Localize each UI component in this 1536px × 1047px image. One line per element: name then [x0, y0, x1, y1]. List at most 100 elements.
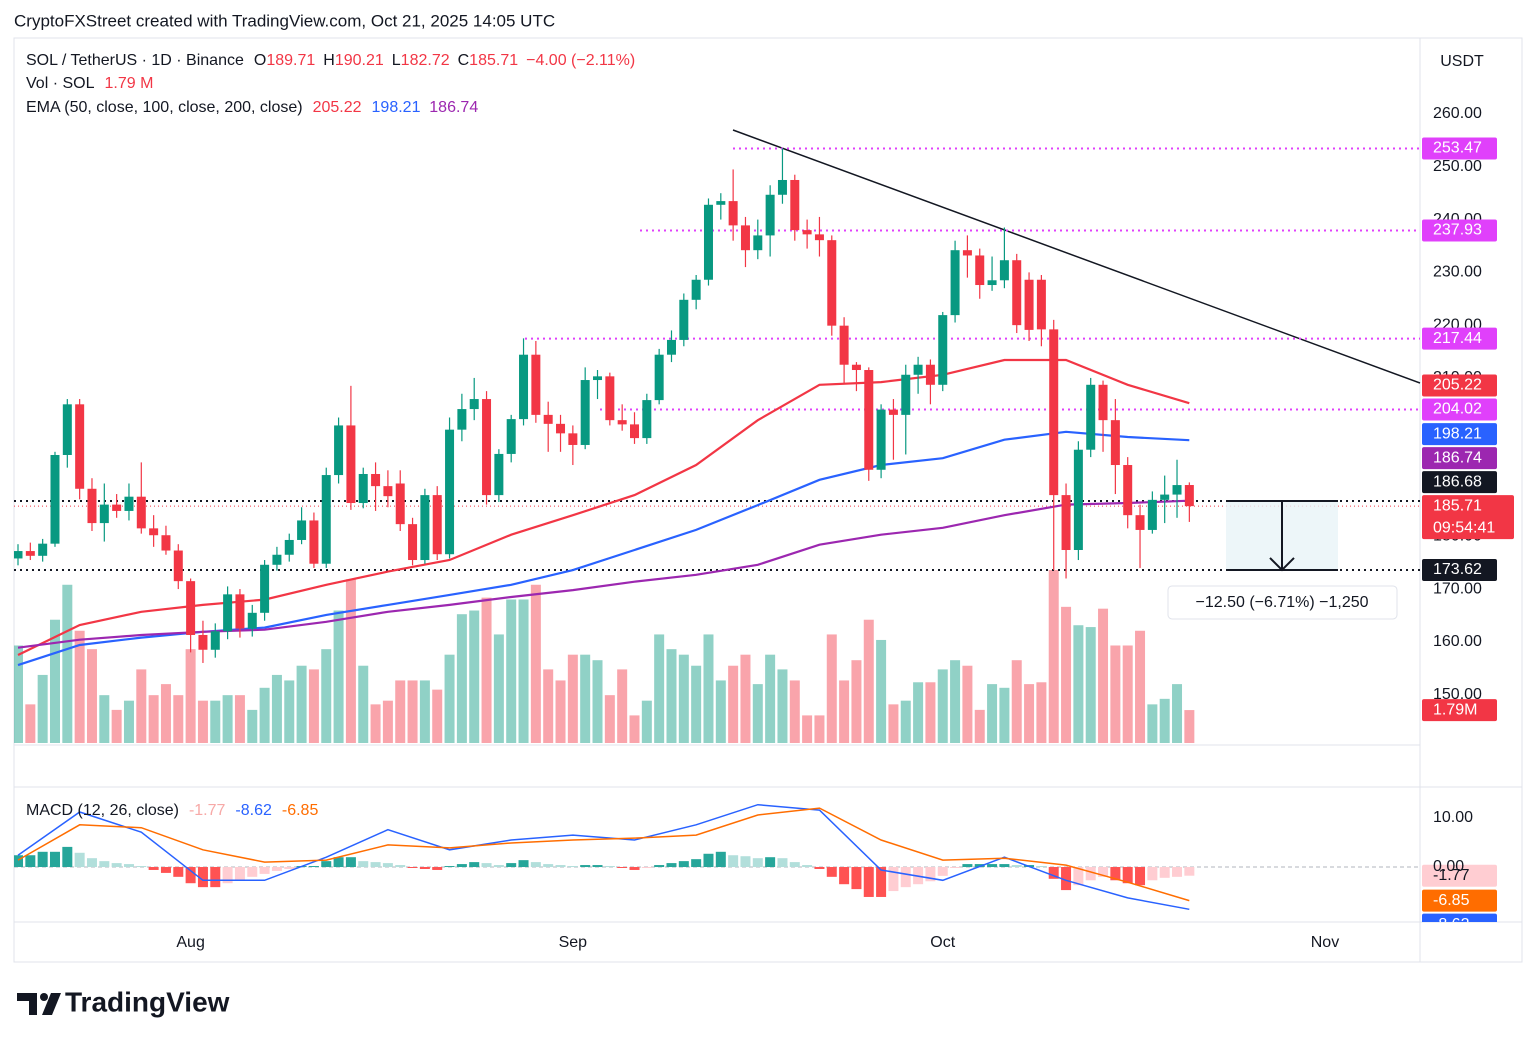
macd-histogram-bar [1122, 867, 1133, 884]
x-tick-label: Aug [176, 934, 204, 951]
macd-histogram-bar [493, 865, 504, 868]
candle-body [124, 496, 134, 511]
legend-line: Vol · SOL 1.79 M [26, 75, 153, 92]
ohlc-value: 189.71 [266, 52, 315, 69]
volume-bar [284, 680, 295, 743]
trend-line [732, 129, 1421, 384]
y-tick-label: 250.00 [1433, 158, 1482, 175]
macd-histogram-bar [641, 867, 652, 868]
candle-body [962, 250, 972, 256]
candle-body [161, 535, 171, 551]
macd-histogram-bar [851, 867, 862, 890]
candle-body [99, 504, 109, 524]
badge-box [1422, 699, 1497, 722]
legend-line: MACD (12, 26, close) -1.77 -8.62 -6.85 [26, 802, 318, 819]
candle-body [790, 179, 800, 231]
candle-body [666, 339, 676, 355]
macd-histogram-bar [481, 863, 492, 868]
macd-value: -8.62 [235, 802, 272, 819]
candle-body [272, 554, 282, 565]
macd-histogram-bar [1184, 867, 1195, 876]
axis-badge: 185.71 09:54:41 [1422, 495, 1514, 540]
volume-bar [407, 680, 418, 743]
axis-badge: 217.44 [1422, 327, 1497, 350]
macd-histogram-bar [210, 867, 221, 888]
macd-histogram-bar [888, 867, 899, 892]
volume-bar [814, 715, 825, 743]
volume-bar [136, 669, 147, 743]
volume-bar [567, 654, 578, 743]
volume-bar [604, 695, 615, 743]
volume-bar [654, 634, 665, 743]
candle-body [1123, 465, 1133, 516]
volume-bar [1061, 606, 1072, 743]
badge-label: 09:54:41 [1433, 519, 1495, 536]
candle-body [1135, 515, 1145, 530]
macd-histogram-bar [629, 867, 640, 870]
candle-body [297, 520, 307, 540]
macd-histogram-bar [136, 866, 147, 868]
candle-body [642, 400, 652, 439]
badge-box [1422, 374, 1497, 397]
ema-value: 198.21 [372, 99, 421, 116]
macd-histogram-value: -1.77 [189, 802, 226, 819]
macd-histogram-bar [14, 855, 23, 868]
volume-bar [592, 660, 603, 743]
badge-label: 237.93 [1433, 222, 1482, 239]
candle-body [223, 594, 233, 632]
macd-histogram-bar [321, 861, 332, 868]
attribution: CryptoFXStreet created with TradingView.… [14, 11, 555, 30]
candle-body [112, 504, 122, 511]
macd-pane: -1.77 -6.85 -8.62 [14, 803, 1497, 922]
candle-body [605, 376, 615, 421]
ohlc-label: O [254, 52, 266, 69]
volume-bar [777, 669, 788, 743]
macd-histogram-bar [1110, 867, 1121, 881]
candle-body [802, 230, 812, 235]
volume-bar [49, 619, 60, 743]
macd-histogram-bar [333, 857, 344, 868]
y-tick-label: 170.00 [1433, 580, 1482, 597]
macd-histogram-bar [1147, 867, 1158, 881]
macd-histogram-bar [1061, 867, 1072, 891]
signal-line [17, 807, 1190, 902]
candle-body [420, 495, 430, 561]
badge-box [1422, 913, 1497, 922]
volume-bar [888, 704, 899, 743]
macd-histogram-bar [395, 865, 406, 868]
candle-body [50, 454, 60, 544]
candle-body [925, 364, 935, 385]
macd-histogram-bar [567, 866, 578, 868]
volume-bar [913, 682, 924, 743]
badge-box [1422, 864, 1497, 887]
candle-body [740, 225, 750, 251]
candle-body [1024, 279, 1034, 330]
volume-bar [863, 619, 874, 743]
candle-body [1049, 329, 1059, 496]
axis-badge: -1.77 [1422, 864, 1497, 887]
macd-histogram-bar [950, 867, 961, 868]
macd-histogram-bar [1172, 867, 1183, 877]
volume-bar [345, 579, 356, 743]
logo: TradingView [17, 986, 230, 1017]
volume-bar [641, 700, 652, 743]
macd-histogram-bar [1048, 867, 1059, 879]
legend-line: SOL / TetherUS · 1D · Binance O189.71 H190… [26, 52, 635, 69]
volume-bar [1085, 627, 1096, 743]
candle-body [556, 423, 566, 434]
volume-bar [160, 684, 171, 743]
volume-bar [271, 674, 282, 743]
macd-histogram-bar [777, 858, 788, 868]
volume-bar [333, 610, 344, 743]
candle-body [630, 424, 639, 439]
axis-badge: -6.85 [1422, 889, 1497, 912]
axis-badge: 253.47 [1422, 137, 1497, 160]
ohlc-value: 185.71 [469, 52, 518, 69]
badge-box [1422, 471, 1497, 494]
candle-body [309, 520, 319, 564]
candle-body [149, 528, 159, 536]
macd-histogram-bar [407, 867, 418, 868]
candle-body [38, 543, 48, 556]
volume-bar [740, 654, 751, 743]
